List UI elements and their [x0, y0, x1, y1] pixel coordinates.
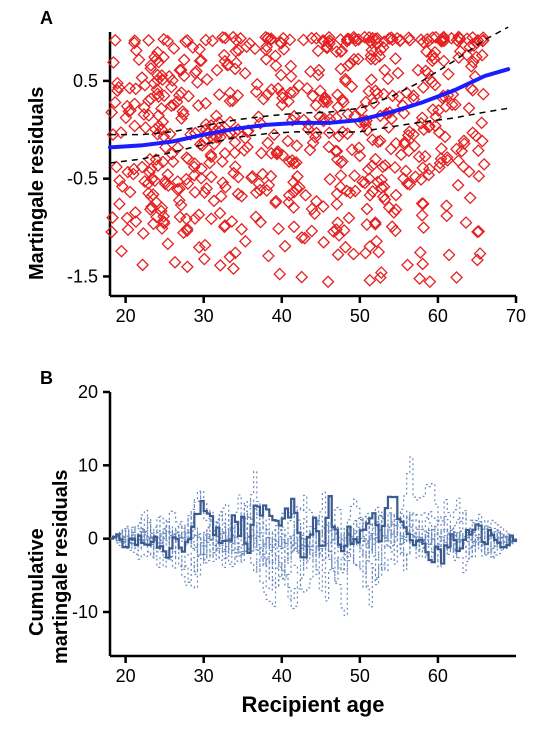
- figure-page: A Martingale residuals -1.5-0.50.5203040…: [0, 0, 551, 729]
- panel-b-chart: -10 0 10 20 20 30 40 50 60: [0, 360, 551, 700]
- svg-text:70: 70: [506, 306, 526, 326]
- svg-text:30: 30: [194, 306, 214, 326]
- svg-text:40: 40: [272, 306, 292, 326]
- svg-text:60: 60: [428, 666, 448, 686]
- svg-text:0.5: 0.5: [73, 71, 98, 91]
- svg-text:50: 50: [350, 666, 370, 686]
- svg-text:-1.5: -1.5: [67, 266, 98, 286]
- svg-text:-0.5: -0.5: [67, 169, 98, 189]
- svg-text:40: 40: [272, 666, 292, 686]
- svg-text:20: 20: [116, 306, 136, 326]
- svg-text:-10: -10: [72, 602, 98, 622]
- svg-text:50: 50: [350, 306, 370, 326]
- svg-text:20: 20: [78, 382, 98, 402]
- svg-text:10: 10: [78, 455, 98, 475]
- svg-text:60: 60: [428, 306, 448, 326]
- panel-a-chart: -1.5 -0.5 0.5 20 30 40 50 60 70: [0, 0, 551, 340]
- svg-text:0: 0: [88, 529, 98, 549]
- svg-text:20: 20: [116, 666, 136, 686]
- x-axis-label: Recipient age: [110, 692, 516, 718]
- svg-text:30: 30: [194, 666, 214, 686]
